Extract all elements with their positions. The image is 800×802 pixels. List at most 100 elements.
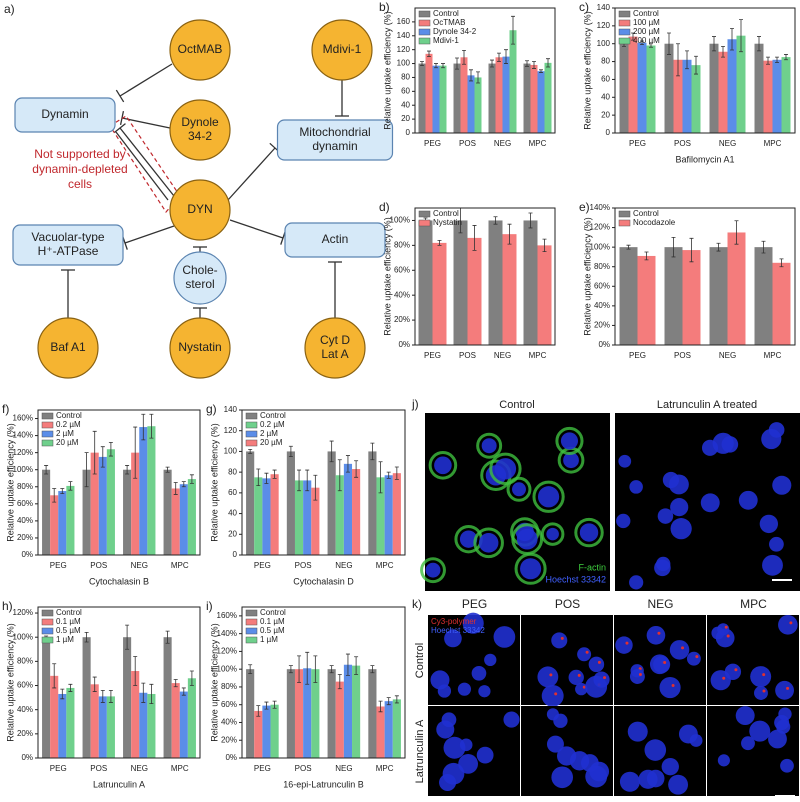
node-circle — [311, 19, 373, 81]
y-tick-label: 100% — [13, 465, 33, 474]
y-tick-label: 40% — [17, 705, 33, 714]
nucleus — [471, 665, 487, 681]
nucleus — [619, 771, 640, 792]
legend-swatch — [41, 412, 54, 420]
column-label: MPC — [740, 597, 767, 611]
polymer-dot — [549, 673, 553, 677]
nucleus — [569, 751, 590, 771]
bar — [106, 696, 115, 758]
nucleus — [476, 746, 494, 764]
legend-swatch — [418, 28, 431, 36]
error-bar — [181, 481, 186, 488]
nucleus — [458, 753, 478, 774]
legend-label: 2 µM — [260, 429, 278, 438]
bar — [727, 39, 737, 133]
plot-frame — [414, 7, 556, 134]
bar — [646, 45, 656, 133]
error-bar — [345, 455, 350, 473]
x-tick-label: PEG — [629, 139, 646, 148]
y-tick-label: 140% — [13, 431, 33, 440]
bar — [537, 71, 545, 133]
error-bar — [476, 71, 480, 84]
bar — [294, 480, 304, 555]
plot-frame — [614, 7, 796, 134]
plot-frame — [37, 409, 201, 556]
polymer-dot — [722, 676, 726, 680]
y-tick-label: 60% — [17, 681, 33, 690]
legend-swatch — [245, 636, 258, 644]
error-bar — [84, 631, 89, 643]
y-tick-label: 40% — [394, 290, 410, 299]
error-bar — [462, 49, 466, 65]
y-tick-label: 140 — [224, 405, 238, 414]
error-bar — [272, 700, 277, 709]
nucleus — [657, 508, 674, 524]
actin-ring — [428, 451, 458, 480]
node-label-line: DYN — [187, 202, 212, 216]
error-bar — [256, 705, 261, 717]
bar — [709, 43, 719, 133]
bar — [509, 30, 517, 133]
node-label-line: Chole- — [182, 263, 217, 277]
bar — [502, 56, 510, 133]
legend-swatch — [41, 609, 54, 617]
legend-label: 0.2 µM — [260, 420, 285, 429]
node-label: Cyt D Lat A — [320, 333, 350, 361]
y-tick-label: 40 — [228, 509, 237, 518]
bar — [488, 220, 503, 345]
nucleus — [668, 474, 689, 495]
bar — [98, 456, 107, 555]
error-bar — [671, 236, 676, 258]
legend-swatch — [618, 37, 631, 45]
error-bar — [712, 36, 716, 52]
legend-label: OcTMAB — [433, 18, 465, 27]
nucleus — [749, 720, 771, 742]
nucleus — [493, 626, 516, 648]
bar — [376, 477, 385, 555]
y-tick-label: 0% — [598, 340, 610, 349]
node-label-line: Actin — [322, 232, 349, 246]
stain-label: F-actin — [578, 562, 606, 572]
bar — [392, 699, 401, 758]
nucleus — [759, 514, 779, 534]
row-label: Control — [414, 643, 426, 678]
bar — [147, 426, 156, 555]
error-bar — [92, 676, 97, 692]
error-bar — [370, 665, 375, 674]
error-bar — [394, 695, 399, 704]
nucleus — [546, 735, 564, 753]
legend-label: Control — [260, 608, 286, 617]
nucleus — [668, 774, 689, 795]
nucleus — [778, 615, 798, 635]
bar — [50, 675, 59, 758]
y-axis-label: Relative uptake efficiency (%) — [382, 11, 392, 129]
y-tick-label: 120% — [13, 608, 33, 617]
inhibition-line — [119, 63, 173, 97]
y-tick-label: 80% — [17, 656, 33, 665]
error-bar — [313, 655, 318, 683]
bar — [179, 691, 188, 758]
bar — [432, 242, 447, 345]
bar — [270, 704, 279, 758]
node-label-line: sterol — [185, 277, 214, 291]
node-label: Dynole 34-2 — [181, 115, 219, 143]
x-tick-label: MPC — [376, 561, 394, 570]
y-tick-label: 100% — [390, 216, 410, 225]
legend-label: Mdivi-1 — [433, 36, 459, 45]
x-tick-label: PEG — [629, 351, 646, 360]
legend-swatch — [245, 627, 258, 635]
error-bar — [313, 474, 318, 501]
bar — [439, 65, 447, 133]
bar — [131, 671, 140, 758]
nucleus — [551, 632, 568, 649]
bar — [42, 469, 51, 555]
x-tick-label: PEG — [254, 764, 271, 773]
error-bar — [437, 239, 442, 246]
plot-frame — [37, 606, 201, 759]
bar — [384, 475, 393, 555]
nucleus — [754, 686, 768, 700]
node-box — [276, 119, 394, 161]
bar — [352, 665, 361, 758]
nucleus — [425, 562, 441, 578]
bar — [425, 53, 433, 134]
